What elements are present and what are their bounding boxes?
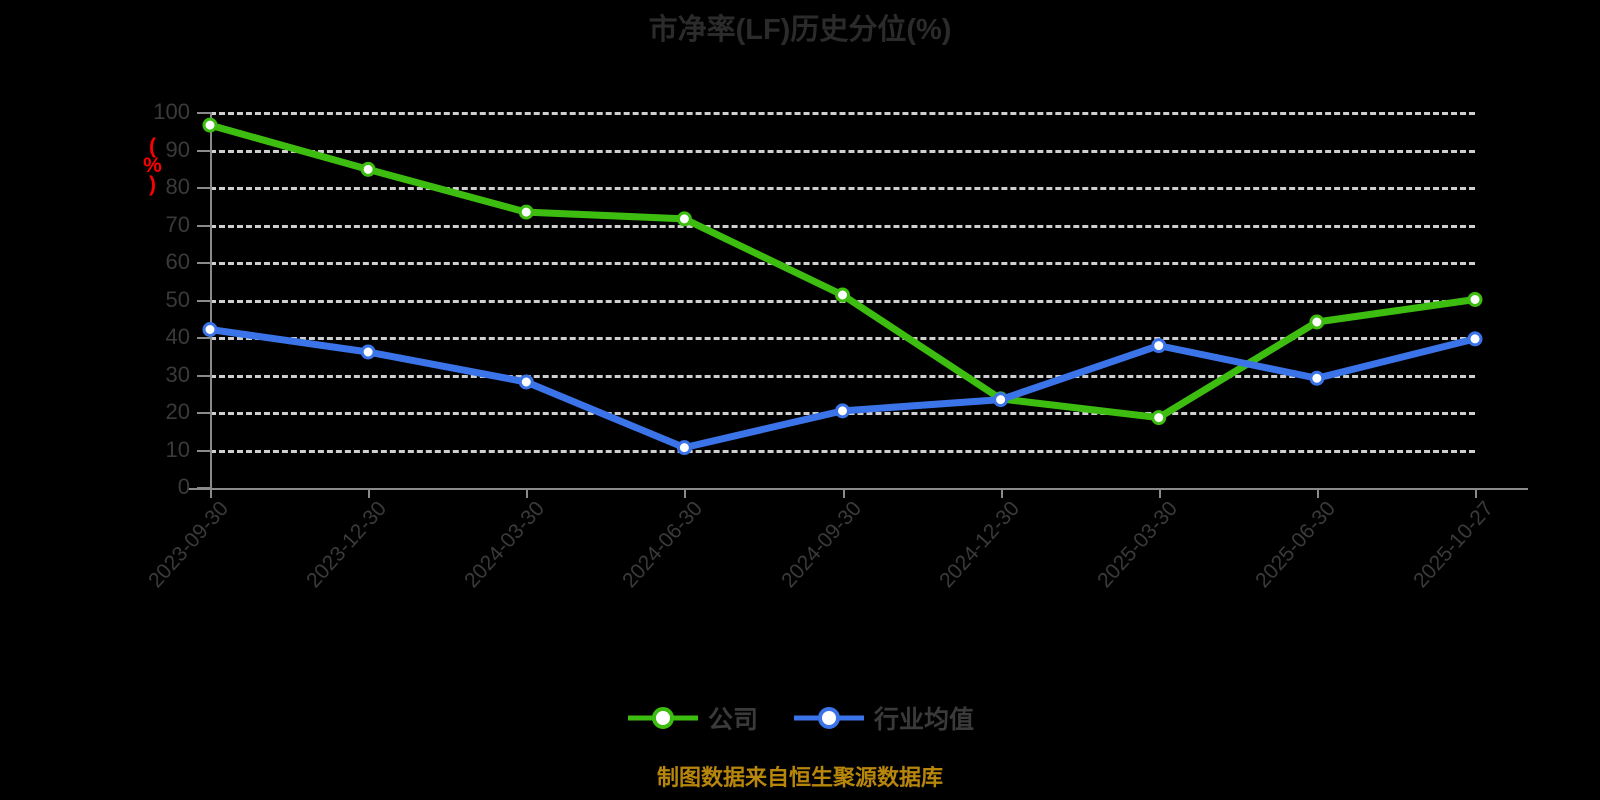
- gridline: [210, 112, 1475, 115]
- x-tick-mark: [842, 488, 845, 498]
- y-tick-mark: [197, 337, 211, 339]
- y-tick-mark: [197, 224, 211, 227]
- y-tick-label: 100: [153, 99, 190, 124]
- gridline: [210, 187, 1475, 190]
- y-tick-label: 80: [165, 174, 190, 199]
- legend-item[interactable]: 行业均值: [792, 700, 974, 736]
- y-tick-label: 0: [177, 474, 190, 499]
- data-point-marker[interactable]: [360, 344, 376, 360]
- y-tick-mark: [197, 187, 211, 189]
- x-tick-mark: [210, 488, 212, 498]
- y-tick-mark: [197, 262, 211, 264]
- y-tick-label: 20: [165, 399, 190, 424]
- data-point-marker[interactable]: [1151, 410, 1167, 426]
- data-point-marker[interactable]: [360, 161, 376, 177]
- data-point-marker[interactable]: [518, 374, 534, 390]
- data-point-marker[interactable]: [1467, 331, 1483, 347]
- y-tick-label: 30: [165, 361, 190, 387]
- data-point-marker[interactable]: [202, 322, 218, 337]
- y-tick-mark: [197, 487, 211, 489]
- x-tick-mark: [1475, 488, 1477, 498]
- y-tick-mark: [197, 149, 211, 152]
- x-tick-mark: [1158, 488, 1161, 498]
- y-tick-label: 60: [165, 249, 190, 274]
- x-tick-mark: [1000, 488, 1003, 498]
- y-tick-mark: [197, 112, 211, 114]
- y-tick-label: 90: [165, 136, 190, 162]
- y-tick-label: 10: [165, 436, 190, 462]
- x-axis-line: [188, 488, 1528, 490]
- y-tick-label: 50: [165, 286, 190, 312]
- legend-label: 行业均值: [874, 706, 975, 734]
- x-tick-mark: [684, 488, 687, 498]
- data-point-marker[interactable]: [518, 204, 534, 220]
- y-tick-mark: [197, 299, 211, 302]
- data-point-marker[interactable]: [676, 440, 692, 456]
- gridline: [210, 374, 1475, 378]
- gridline: [210, 262, 1475, 265]
- y-tick-label: 40: [165, 324, 190, 349]
- y-axis-line: [210, 112, 212, 490]
- data-point-marker[interactable]: [1309, 370, 1325, 386]
- legend-item[interactable]: 公司: [626, 700, 758, 736]
- data-point-marker[interactable]: [1467, 292, 1483, 307]
- data-point-marker[interactable]: [202, 117, 218, 133]
- data-point-marker[interactable]: [1151, 338, 1167, 354]
- legend-swatch-icon: [794, 707, 864, 729]
- data-point-marker[interactable]: [835, 403, 850, 419]
- data-point-marker[interactable]: [835, 287, 850, 303]
- legend-label: 公司: [707, 706, 758, 734]
- data-point-marker[interactable]: [676, 211, 692, 227]
- data-point-marker[interactable]: [1309, 314, 1325, 330]
- gridline: [210, 149, 1475, 153]
- x-tick-mark: [368, 488, 371, 498]
- x-tick-mark: [526, 488, 529, 498]
- data-point-marker[interactable]: [993, 392, 1009, 408]
- gridline: [210, 224, 1475, 228]
- y-axis-tick-labels: 0 10 20 30 40 50 60 70 80 90 100: [110, 0, 190, 800]
- legend-swatch-icon: [627, 707, 698, 729]
- chart-legend: 公司 行业均值: [0, 700, 1600, 736]
- y-tick-label: 70: [165, 211, 190, 237]
- series-line: [206, 326, 1479, 452]
- y-axis-unit-label: (%): [141, 135, 164, 192]
- x-tick-mark: [1316, 488, 1319, 498]
- y-tick-mark: [197, 412, 211, 414]
- y-tick-mark: [197, 374, 211, 377]
- gridline: [210, 337, 1475, 340]
- page-title: 市净率(LF)历史分位(%): [648, 14, 952, 46]
- footer-source-note: 制图数据来自恒生聚源数据库: [656, 765, 943, 790]
- y-tick-mark: [197, 449, 211, 452]
- gridline: [210, 449, 1475, 453]
